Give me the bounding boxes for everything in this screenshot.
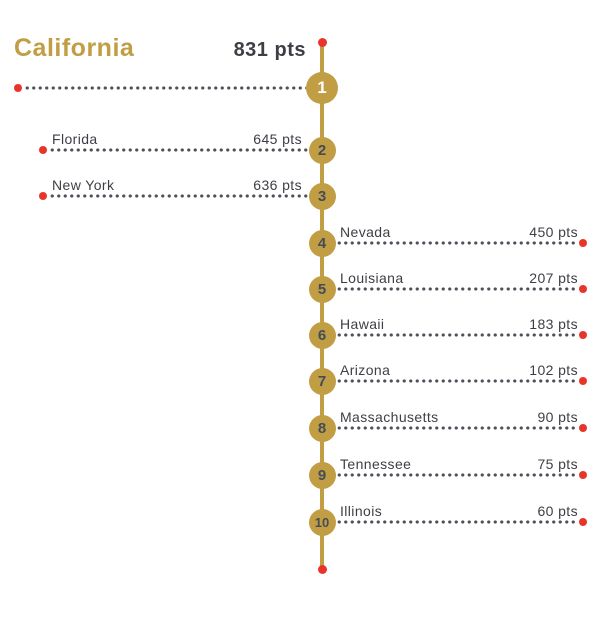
points-label-nevada: 450 pts xyxy=(529,224,578,240)
leader-dots-new-york xyxy=(49,194,308,198)
spine-top-dot xyxy=(317,37,327,47)
rank-circle-1: 1 xyxy=(306,72,338,104)
rank-number-1: 1 xyxy=(317,78,327,97)
rank-circle-6: 6 xyxy=(308,321,336,349)
state-label-tennessee: Tennessee xyxy=(340,456,412,472)
state-label-new-york: New York xyxy=(52,177,115,193)
spine-bottom-dot xyxy=(317,564,327,574)
points-label-illinois: 60 pts xyxy=(537,503,578,519)
leader-dots-massachusetts xyxy=(336,426,576,430)
rank-number-10: 10 xyxy=(314,514,330,530)
endpoint-dot-tennessee xyxy=(579,471,587,479)
state-label-nevada: Nevada xyxy=(340,224,391,240)
points-label-louisiana: 207 pts xyxy=(529,270,578,286)
state-label-florida: Florida xyxy=(52,131,98,147)
state-label-massachusetts: Massachusetts xyxy=(340,409,439,425)
rank-number-7: 7 xyxy=(317,372,327,390)
state-label-illinois: Illinois xyxy=(340,503,383,519)
endpoint-dot-illinois xyxy=(579,518,587,526)
endpoint-dot-california xyxy=(14,84,22,92)
rank-number-4: 4 xyxy=(317,234,327,252)
leader-dots-arizona xyxy=(336,379,576,383)
rank-circle-9: 9 xyxy=(308,461,336,489)
rank-number-3: 3 xyxy=(317,187,327,205)
state-label-louisiana: Louisiana xyxy=(340,270,404,286)
rank-number-9: 9 xyxy=(317,466,327,484)
points-label-new-york: 636 pts xyxy=(253,177,302,193)
state-label-arizona: Arizona xyxy=(340,362,391,378)
rank-circle-8: 8 xyxy=(308,414,336,442)
timeline-spine xyxy=(320,42,324,569)
points-label-hawaii: 183 pts xyxy=(529,316,578,332)
leader-dots-tennessee xyxy=(336,473,576,477)
endpoint-dot-hawaii xyxy=(579,331,587,339)
leader-dots-illinois xyxy=(336,520,576,524)
state-label-hawaii: Hawaii xyxy=(340,316,385,332)
header-points-value: 831 pts xyxy=(233,39,306,61)
leader-dots-california xyxy=(24,86,306,90)
rank-circle-7: 7 xyxy=(308,367,336,395)
leader-dots-louisiana xyxy=(336,287,576,291)
leader-dots-nevada xyxy=(336,241,576,245)
leader-dots-florida xyxy=(49,148,308,152)
rank-number-8: 8 xyxy=(317,419,327,437)
rank-number-5: 5 xyxy=(317,280,327,298)
endpoint-dot-arizona xyxy=(579,377,587,385)
points-label-massachusetts: 90 pts xyxy=(537,409,578,425)
rank-circle-3: 3 xyxy=(308,182,336,210)
endpoint-dot-massachusetts xyxy=(579,424,587,432)
endpoint-dot-new-york xyxy=(39,192,47,200)
leader-dots-hawaii xyxy=(336,333,576,337)
points-label-tennessee: 75 pts xyxy=(537,456,578,472)
page-title: California xyxy=(14,34,135,62)
points-label-florida: 645 pts xyxy=(253,131,302,147)
rank-circle-2: 2 xyxy=(308,136,336,164)
points-label-arizona: 102 pts xyxy=(529,362,578,378)
endpoint-dot-nevada xyxy=(579,239,587,247)
rank-number-2: 2 xyxy=(317,141,327,159)
rank-circle-4: 4 xyxy=(308,229,336,257)
rank-circle-10: 10 xyxy=(308,508,336,536)
endpoint-dot-florida xyxy=(39,146,47,154)
rank-circle-5: 5 xyxy=(308,275,336,303)
endpoint-dot-louisiana xyxy=(579,285,587,293)
rank-number-6: 6 xyxy=(317,326,327,344)
